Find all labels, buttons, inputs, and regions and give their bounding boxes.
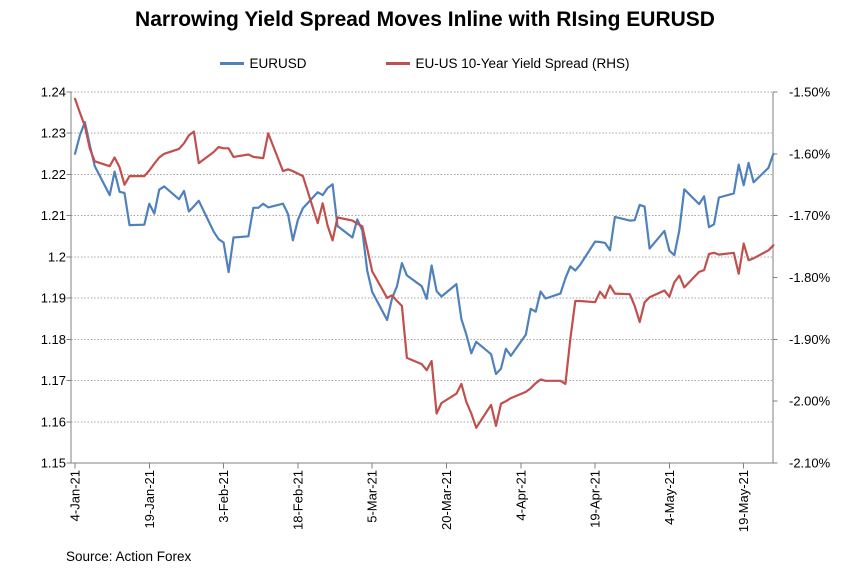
- legend-label-eurusd: EURUSD: [249, 56, 307, 71]
- left-axis-tick-label: 1.18: [41, 332, 66, 347]
- right-axis-tick-label: -1.60%: [789, 146, 831, 161]
- left-axis-tick-label: 1.23: [41, 126, 66, 141]
- legend-item-eurusd: EURUSD: [220, 56, 306, 71]
- right-axis-tick-label: -2.00%: [789, 394, 831, 409]
- left-axis-tick-label: 1.2: [48, 249, 66, 264]
- legend-swatch-yield-spread-line-icon: [386, 62, 411, 65]
- x-axis-tick-label: 20-Mar-21: [439, 470, 454, 530]
- right-axis-tick-label: -1.90%: [789, 332, 831, 347]
- left-axis-tick-label: 1.17: [41, 373, 66, 388]
- right-axis-tick-label: -1.70%: [789, 208, 831, 223]
- left-axis-tick-label: 1.24: [41, 85, 66, 100]
- x-axis-tick-label: 3-Feb-21: [216, 470, 231, 523]
- left-axis-tick-label: 1.21: [41, 208, 66, 223]
- x-axis-tick-label: 19-Apr-21: [588, 470, 603, 528]
- left-axis-tick-label: 1.19: [41, 291, 66, 306]
- right-axis-tick-label: -1.50%: [789, 85, 831, 100]
- legend-label-yield-spread: EU-US 10-Year Yield Spread (RHS): [415, 56, 630, 71]
- x-axis-tick-label: 4-Jan-21: [68, 470, 83, 521]
- chart-legend: EURUSD EU-US 10-Year Yield Spread (RHS): [0, 56, 850, 71]
- series-line-yield-spread: [73, 97, 775, 429]
- legend-item-yield-spread: EU-US 10-Year Yield Spread (RHS): [386, 56, 630, 71]
- legend-swatch-eurusd-line-icon: [220, 62, 245, 65]
- x-axis-tick-label: 4-May-21: [662, 470, 677, 525]
- x-axis-tick-label: 5-Mar-21: [365, 470, 380, 523]
- left-axis-tick-label: 1.22: [41, 167, 66, 182]
- x-axis-tick-label: 19-Jan-21: [142, 470, 157, 529]
- left-axis-tick-label: 1.15: [41, 456, 66, 471]
- x-axis-tick-label: 19-May-21: [736, 470, 751, 532]
- left-axis-tick-label: 1.16: [41, 414, 66, 429]
- x-axis-tick-label: 4-Apr-21: [513, 470, 528, 521]
- right-axis-tick-label: -2.10%: [789, 456, 831, 471]
- x-axis-tick-label: 18-Feb-21: [290, 470, 305, 530]
- source-note: Source: Action Forex: [66, 549, 192, 564]
- chart-title: Narrowing Yield Spread Moves Inline with…: [135, 8, 715, 31]
- series-line-eurusd: [73, 120, 775, 376]
- right-axis-tick-label: -1.80%: [789, 270, 831, 285]
